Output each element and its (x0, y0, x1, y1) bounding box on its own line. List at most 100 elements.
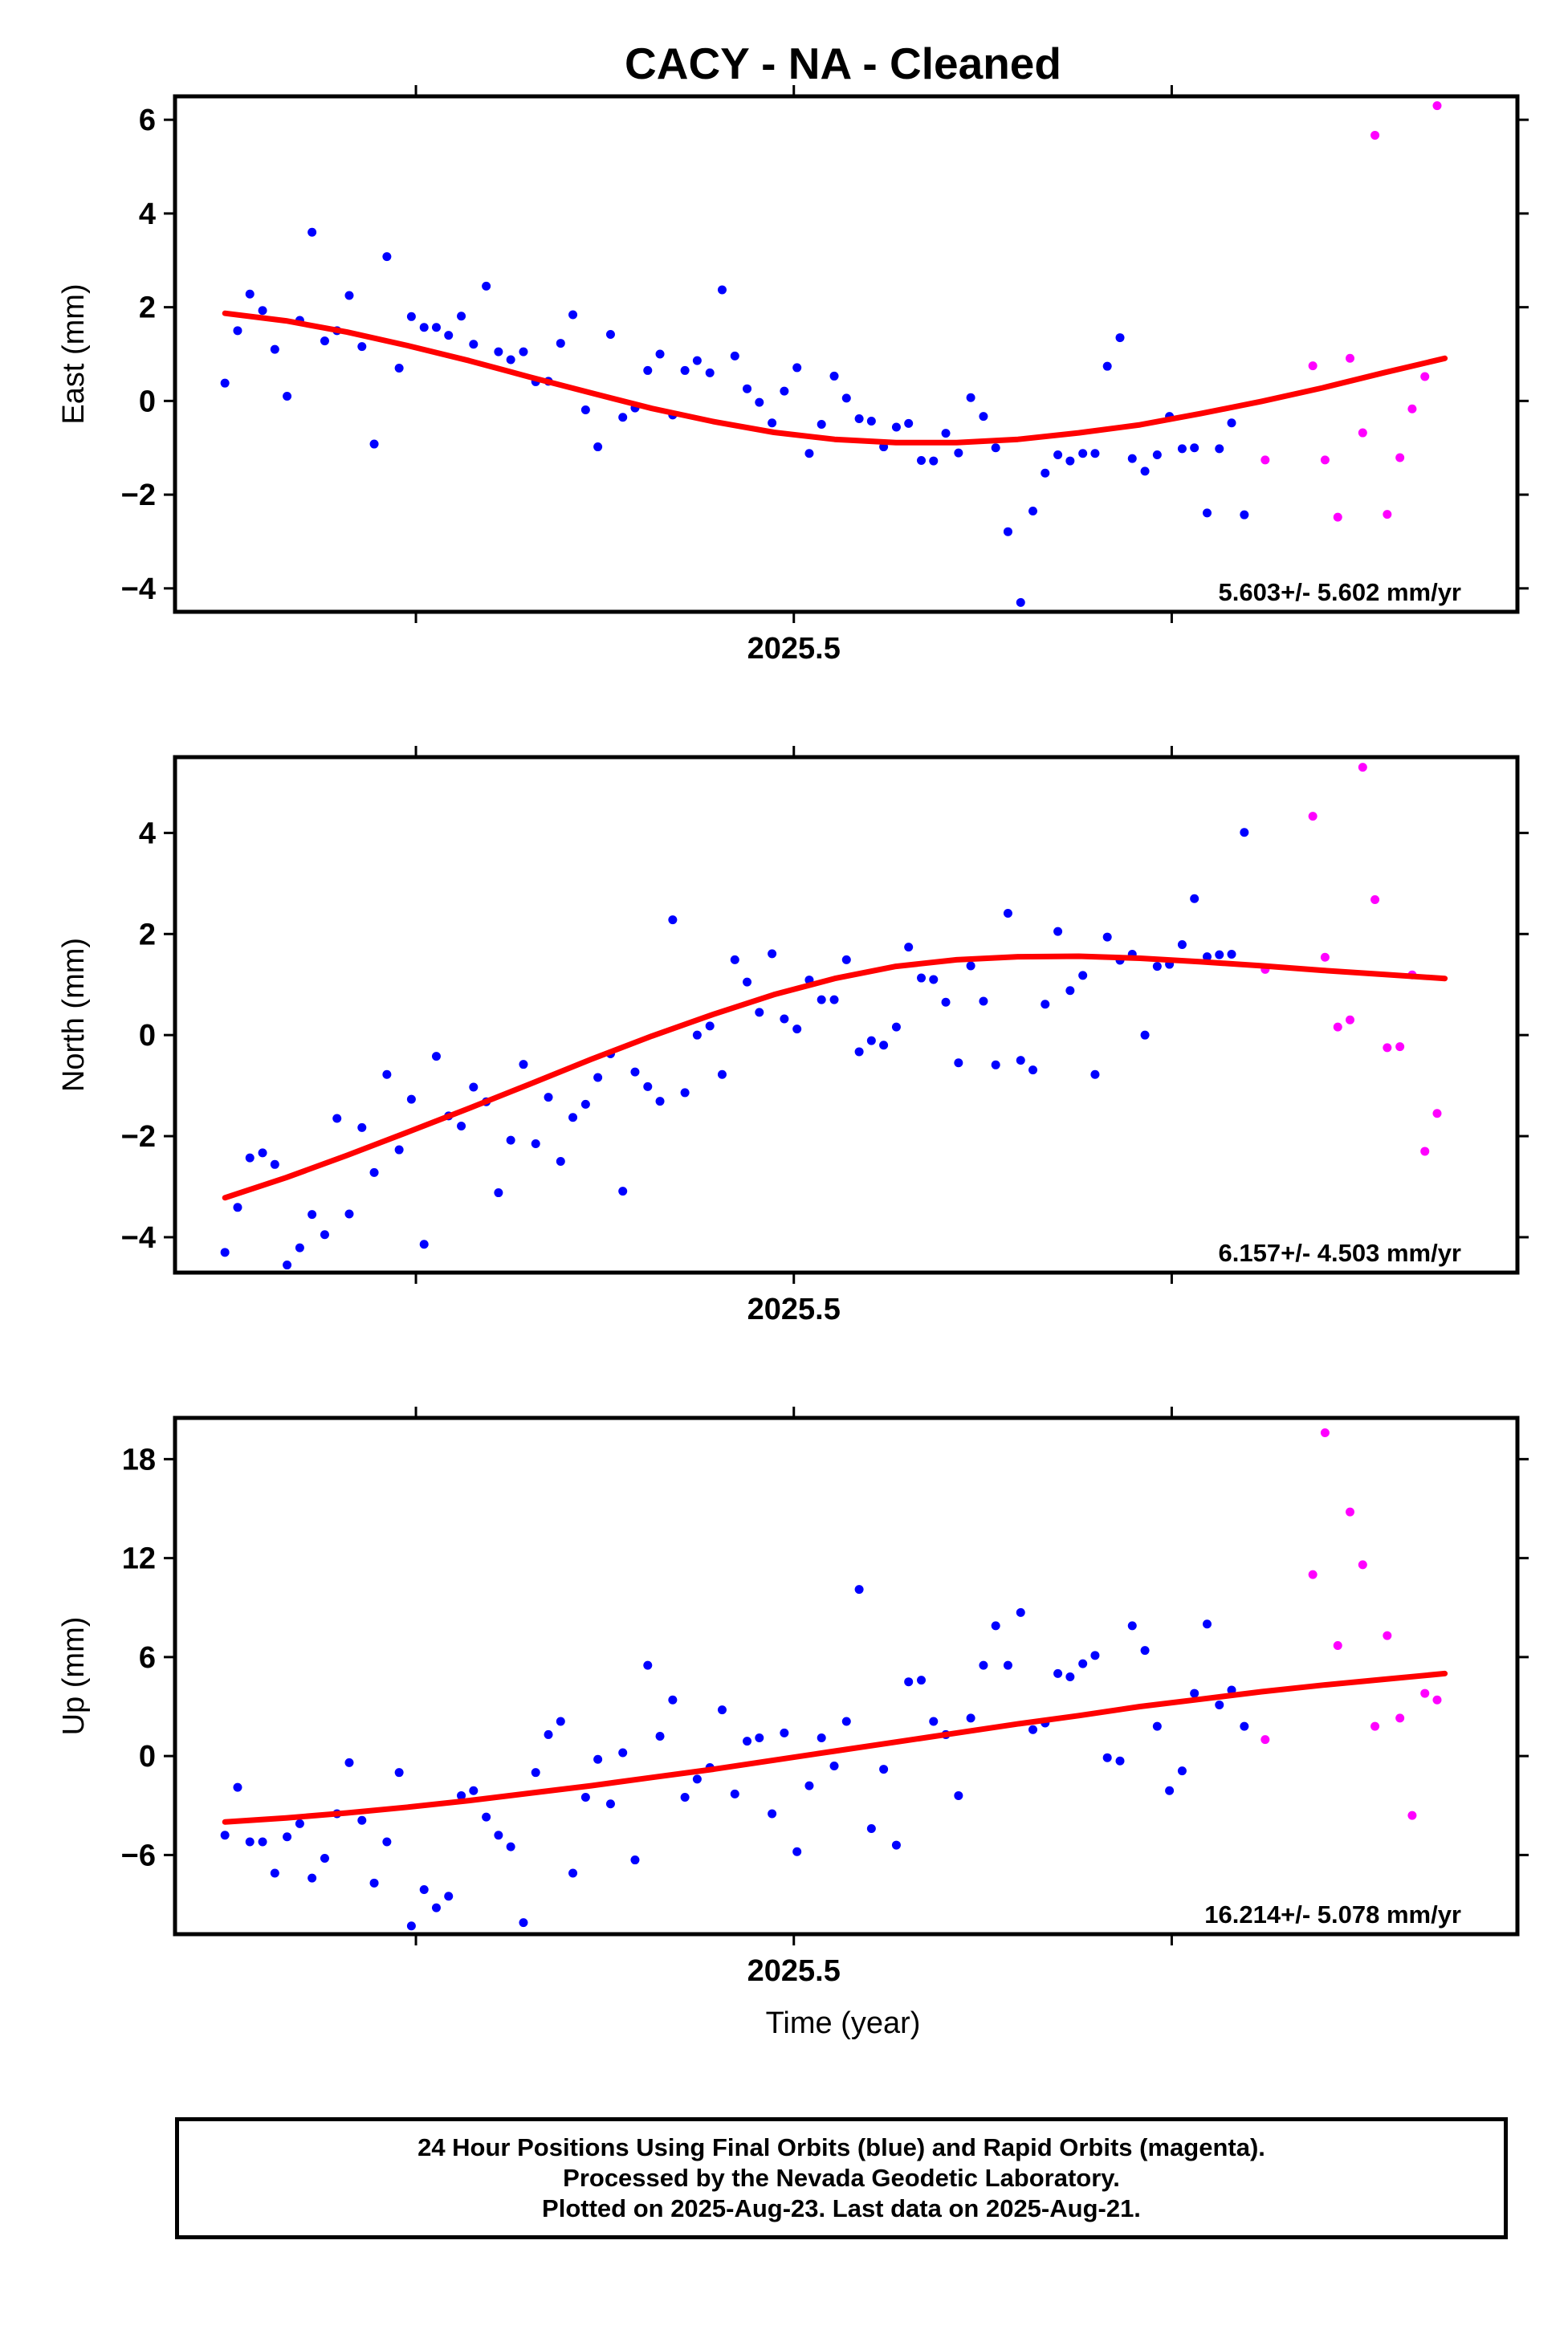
final-orbit-point (730, 1789, 739, 1798)
final-orbit-point (369, 1167, 379, 1177)
y-tick-label: 2 (139, 291, 156, 325)
x-tick-label: 2025.5 (747, 632, 841, 666)
final-orbit-point (332, 1114, 342, 1123)
final-orbit-point (1102, 932, 1112, 942)
final-orbit-point (1165, 1786, 1175, 1795)
final-orbit-point (792, 1024, 802, 1034)
final-orbit-point (419, 1240, 429, 1249)
final-orbit-point (841, 1717, 851, 1726)
final-orbit-point (817, 995, 826, 1004)
final-orbit-point (929, 1717, 939, 1726)
final-orbit-point (320, 1230, 329, 1240)
final-orbit-point (270, 344, 279, 354)
final-orbit-point (444, 331, 454, 340)
rapid-orbit-point (1370, 894, 1380, 904)
final-orbit-point (270, 1868, 279, 1878)
final-orbit-point (630, 1855, 640, 1865)
rapid-orbit-point (1333, 1022, 1342, 1032)
final-orbit-point (1140, 466, 1150, 476)
y-tick-label: 6 (139, 1641, 156, 1675)
final-orbit-point (680, 1792, 690, 1802)
panel-east: −4 −2 0 2 4 6 2025.5 East (mm) 5.603+/- 5.602 mm… (57, 85, 1529, 666)
final-orbit-point (233, 326, 242, 336)
caption-line-2: Processed by the Nevada Geodetic Laborat… (563, 2164, 1120, 2192)
final-orbit-point (1028, 507, 1038, 516)
final-orbit-point (1127, 454, 1137, 463)
final-orbit-point (320, 336, 329, 346)
final-orbit-point (531, 1768, 540, 1778)
final-orbit-point (1152, 962, 1162, 972)
rapid-orbit-point (1308, 812, 1318, 821)
final-orbit-point (991, 1060, 1000, 1069)
final-orbit-point (991, 1621, 1000, 1631)
plot-area (220, 101, 1448, 607)
final-orbit-point (494, 1188, 503, 1198)
final-orbit-point (482, 281, 491, 291)
final-orbit-point (482, 1812, 491, 1822)
chart-title: CACY - NA - Cleaned (625, 39, 1061, 88)
final-orbit-point (506, 1135, 515, 1145)
rapid-orbit-point (1333, 1640, 1342, 1650)
final-orbit-point (394, 1145, 404, 1155)
final-orbit-point (755, 1008, 764, 1017)
final-orbit-point (1003, 527, 1012, 536)
final-orbit-point (1065, 456, 1075, 466)
final-orbit-point (1177, 940, 1187, 950)
final-orbit-point (494, 347, 503, 356)
final-orbit-point (344, 1758, 354, 1767)
final-orbit-point (1115, 333, 1125, 343)
final-orbit-point (469, 1786, 479, 1795)
final-orbit-point (817, 420, 826, 430)
final-orbit-point (692, 1774, 702, 1784)
rapid-orbit-point (1358, 1560, 1367, 1570)
final-orbit-point (829, 995, 839, 1004)
final-orbit-point (1215, 1700, 1224, 1709)
final-orbit-point (966, 1713, 975, 1723)
rapid-orbit-point (1432, 1109, 1442, 1118)
final-orbit-point (743, 384, 752, 393)
final-orbit-point (1078, 1659, 1088, 1668)
final-orbit-point (866, 1036, 876, 1045)
final-orbit-point (1065, 986, 1075, 996)
final-orbit-point (954, 1058, 963, 1068)
final-orbit-point (618, 413, 628, 422)
rapid-orbit-point (1383, 1043, 1392, 1053)
final-orbit-point (618, 1748, 628, 1758)
final-orbit-point (618, 1187, 628, 1196)
rate-label: 6.157+/- 4.503 mm/yr (1219, 1239, 1461, 1267)
final-orbit-point (941, 997, 951, 1007)
final-orbit-point (283, 1832, 292, 1842)
final-orbit-point (743, 977, 752, 987)
final-orbit-point (1127, 1621, 1137, 1631)
final-orbit-point (295, 1243, 304, 1253)
final-orbit-point (717, 285, 727, 295)
final-orbit-point (258, 1837, 267, 1847)
rapid-orbit-point (1261, 1735, 1270, 1745)
final-orbit-point (344, 291, 354, 300)
final-orbit-point (406, 312, 416, 321)
final-orbit-point (1240, 828, 1249, 837)
final-orbit-point (829, 1761, 839, 1770)
rapid-orbit-point (1308, 361, 1318, 371)
y-tick-label: −2 (121, 1120, 156, 1154)
y-axis-label: North (mm) (57, 938, 91, 1092)
final-orbit-point (220, 1248, 230, 1257)
final-orbit-point (431, 1052, 441, 1061)
y-tick-label: −6 (121, 1839, 156, 1872)
final-orbit-point (568, 1868, 578, 1878)
final-orbit-point (593, 442, 603, 452)
rapid-orbit-point (1420, 1688, 1430, 1698)
final-orbit-point (1016, 1607, 1025, 1617)
final-orbit-point (817, 1733, 826, 1743)
final-orbit-point (519, 1060, 528, 1069)
final-orbit-point (406, 1921, 416, 1931)
final-orbit-point (792, 363, 802, 373)
final-orbit-point (307, 1210, 317, 1220)
final-orbit-point (1177, 444, 1187, 454)
final-orbit-point (369, 439, 379, 449)
final-orbit-point (1041, 468, 1050, 478)
final-orbit-point (406, 1094, 416, 1104)
final-orbit-point (431, 1903, 441, 1912)
final-orbit-point (593, 1754, 603, 1764)
rapid-orbit-point (1345, 1015, 1354, 1024)
